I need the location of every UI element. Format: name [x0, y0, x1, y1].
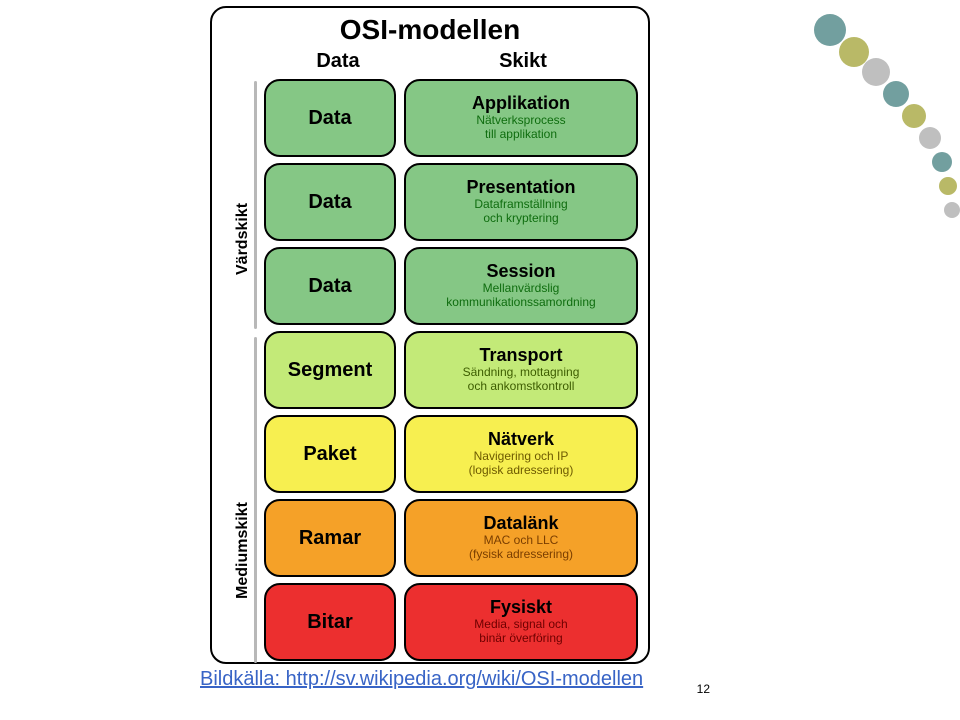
layer-row: PaketNätverkNavigering och IP(logisk adr… [264, 415, 638, 493]
layer-subtitle-2: kommunikationssamordning [446, 296, 595, 310]
layer-subtitle-2: binär överföring [479, 632, 562, 646]
rail-label-media: Mediumskikt [234, 502, 252, 599]
layer-subtitle-2: (fysisk adressering) [469, 548, 573, 562]
diagram-main: Värdskikt Mediumskikt DataApplikationNät… [230, 79, 638, 667]
layer-pill: TransportSändning, mottagningoch ankomst… [404, 331, 638, 409]
data-pill: Paket [264, 415, 396, 493]
dot-icon [839, 37, 869, 67]
page-number: 12 [697, 682, 710, 696]
layer-row: DataSessionMellanvärdsligkommunikationss… [264, 247, 638, 325]
dot-icon [939, 177, 957, 195]
caption-link[interactable]: Bildkälla: http://sv.wikipedia.org/wiki/… [200, 668, 643, 691]
column-header-data: Data [268, 50, 408, 73]
layer-pill: PresentationDataframställningoch krypter… [404, 163, 638, 241]
layer-pill: FysisktMedia, signal ochbinär överföring [404, 583, 638, 661]
column-headers: Data Skikt [268, 50, 638, 73]
layer-title: Datalänk [483, 514, 558, 533]
layer-row: BitarFysisktMedia, signal ochbinär överf… [264, 583, 638, 661]
layer-subtitle-2: till applikation [485, 128, 557, 142]
data-pill: Data [264, 163, 396, 241]
layer-pill: DatalänkMAC och LLC(fysisk adressering) [404, 499, 638, 577]
dot-icon [902, 104, 926, 128]
data-pill: Data [264, 79, 396, 157]
layer-title: Applikation [472, 94, 570, 113]
rail-host [254, 81, 257, 329]
layer-rows: DataApplikationNätverksprocesstill appli… [264, 79, 638, 667]
layer-row: DataApplikationNätverksprocesstill appli… [264, 79, 638, 157]
dot-icon [944, 202, 960, 218]
layer-pill: ApplikationNätverksprocesstill applikati… [404, 79, 638, 157]
data-pill: Segment [264, 331, 396, 409]
layer-subtitle-1: Media, signal och [474, 618, 567, 632]
diagram-frame: OSI-modellen Data Skikt Värdskikt Medium… [210, 6, 650, 664]
layer-pill: SessionMellanvärdsligkommunikationssamor… [404, 247, 638, 325]
data-pill: Data [264, 247, 396, 325]
data-pill: Ramar [264, 499, 396, 577]
column-header-layer: Skikt [408, 50, 638, 73]
dot-icon [883, 81, 909, 107]
layer-title: Transport [479, 346, 562, 365]
layer-row: DataPresentationDataframställningoch kry… [264, 163, 638, 241]
rail-label-host: Värdskikt [234, 203, 252, 275]
layer-subtitle-1: Navigering och IP [474, 450, 569, 464]
data-pill: Bitar [264, 583, 396, 661]
layer-row: SegmentTransportSändning, mottagningoch … [264, 331, 638, 409]
dot-icon [932, 152, 952, 172]
layer-subtitle-2: och ankomstkontroll [468, 380, 575, 394]
layer-subtitle-2: och kryptering [483, 212, 558, 226]
layer-title: Presentation [466, 178, 575, 197]
decorative-dots [700, 0, 960, 240]
layer-subtitle-1: Mellanvärdslig [483, 282, 560, 296]
side-rails: Värdskikt Mediumskikt [230, 79, 264, 667]
layer-title: Nätverk [488, 430, 554, 449]
layer-subtitle-1: Dataframställning [474, 198, 567, 212]
layer-title: Fysiskt [490, 598, 552, 617]
dot-icon [814, 14, 846, 46]
model-title: OSI-modellen [222, 14, 638, 46]
layer-pill: NätverkNavigering och IP(logisk adresser… [404, 415, 638, 493]
layer-subtitle-1: Nätverksprocess [476, 114, 565, 128]
dot-icon [862, 58, 890, 86]
dot-icon [919, 127, 941, 149]
layer-title: Session [486, 262, 555, 281]
layer-subtitle-1: MAC och LLC [484, 534, 559, 548]
layer-subtitle-2: (logisk adressering) [469, 464, 574, 478]
layer-row: RamarDatalänkMAC och LLC(fysisk adresser… [264, 499, 638, 577]
layer-subtitle-1: Sändning, mottagning [463, 366, 580, 380]
rail-media [254, 337, 257, 663]
